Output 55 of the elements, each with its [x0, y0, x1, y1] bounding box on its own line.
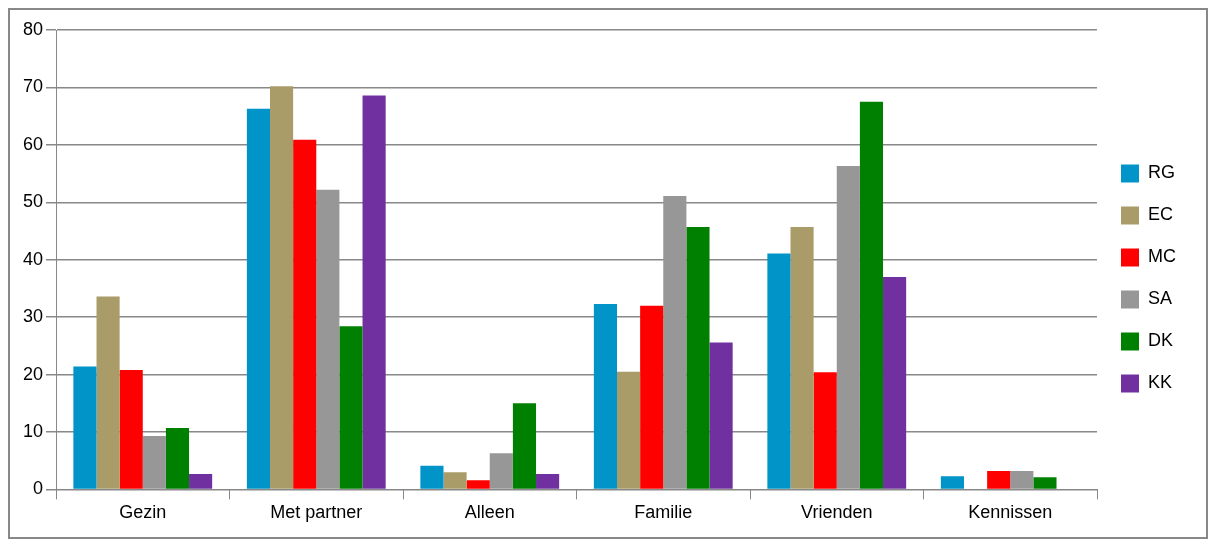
x-tick-label: Met partner	[270, 502, 363, 523]
legend-label: DK	[1148, 330, 1174, 351]
bar	[836, 166, 860, 489]
bar	[443, 472, 467, 489]
bar	[536, 473, 560, 489]
y-tick-label: 50	[22, 191, 44, 212]
bar	[767, 253, 791, 489]
x-tick-label: Familie	[634, 502, 693, 523]
y-tick-label: 80	[22, 18, 44, 39]
bar	[813, 372, 837, 489]
bar	[316, 189, 340, 489]
bar	[339, 326, 363, 489]
bar	[1033, 477, 1057, 489]
x-tick-label: Alleen	[464, 502, 515, 523]
legend-label: MC	[1148, 246, 1177, 267]
y-tick-label: 20	[22, 363, 44, 384]
bar	[663, 195, 687, 489]
bar	[270, 86, 294, 489]
bar	[940, 476, 964, 489]
x-tick-label: Gezin	[119, 502, 167, 523]
legend-label: RG	[1148, 162, 1176, 183]
bar	[883, 276, 907, 489]
y-tick-label: 70	[22, 76, 44, 97]
bar	[1010, 471, 1034, 489]
x-tick-label: Vrienden	[801, 502, 873, 523]
bar	[640, 305, 664, 489]
bar	[165, 427, 190, 489]
bar	[709, 342, 733, 489]
y-tick-label: 0	[33, 478, 44, 499]
bar	[790, 226, 814, 489]
bar	[142, 436, 166, 489]
bar	[420, 465, 444, 489]
bar	[119, 369, 143, 489]
bar	[686, 226, 710, 489]
y-tick-label: 10	[22, 420, 44, 441]
bar	[73, 366, 97, 489]
legend-label: KK	[1148, 372, 1173, 393]
bar	[293, 139, 317, 489]
legend-label: SA	[1148, 288, 1173, 309]
bar	[489, 453, 513, 489]
bar	[512, 403, 537, 489]
bar	[362, 95, 386, 489]
bar	[593, 303, 617, 489]
y-tick-label: 60	[22, 133, 44, 154]
y-tick-label: 30	[22, 306, 44, 327]
y-tick-label: 40	[22, 248, 44, 269]
bar	[189, 473, 213, 489]
bar	[859, 101, 884, 489]
bar	[246, 108, 270, 489]
bar	[466, 480, 490, 489]
bar	[987, 471, 1011, 489]
bar	[96, 296, 120, 489]
x-tick-label: Kennissen	[968, 502, 1053, 523]
bar	[617, 371, 641, 489]
legend-label: EC	[1148, 204, 1174, 225]
